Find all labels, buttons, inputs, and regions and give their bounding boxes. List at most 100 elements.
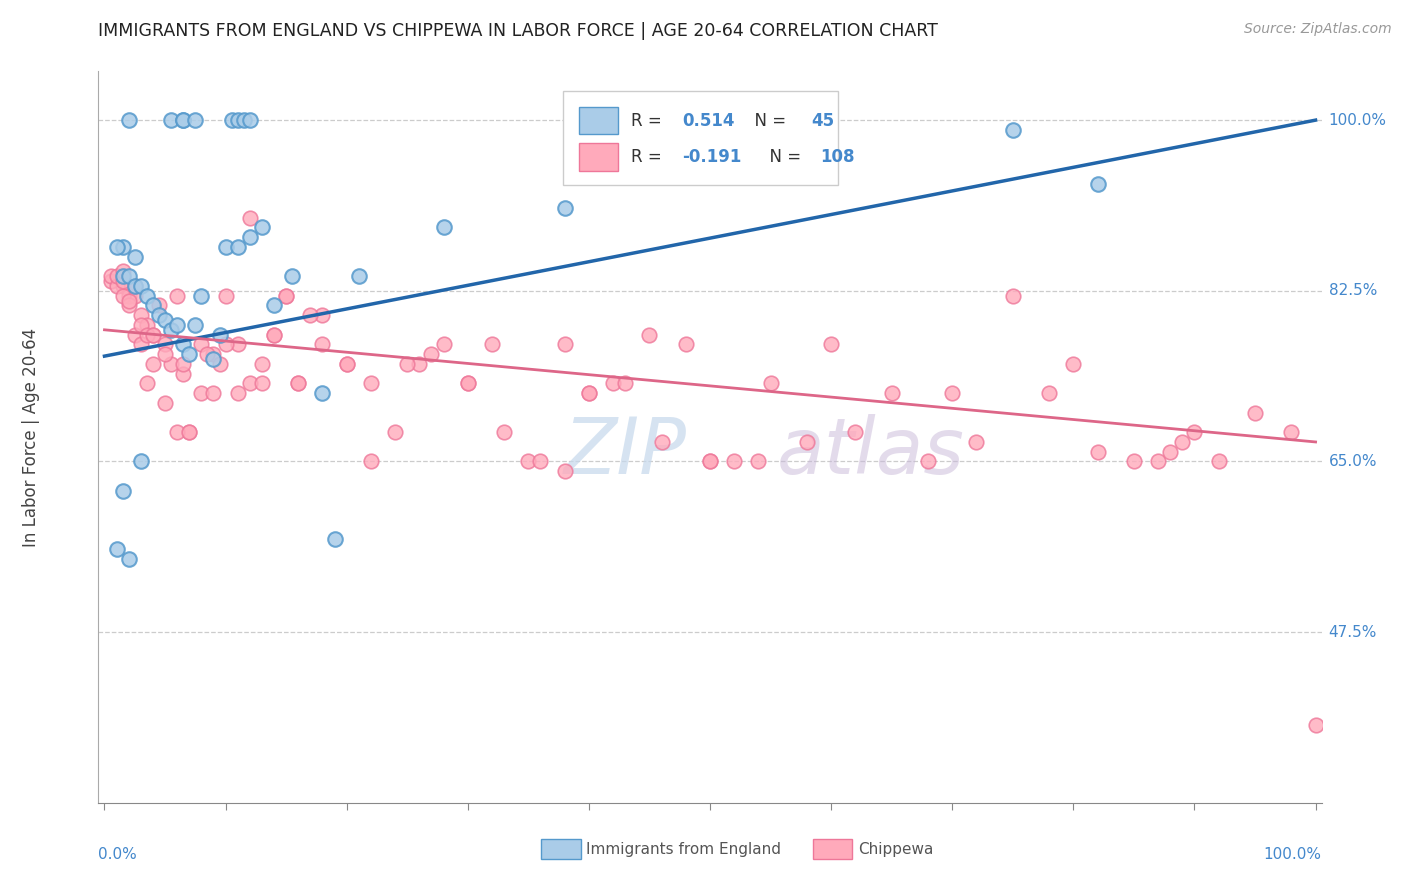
Point [1244,406,1267,420]
Point [221,113,243,128]
Point [250,357,273,371]
Point [554,337,576,351]
Point [420,347,443,361]
Point [384,425,406,440]
Point [142,298,165,312]
Point [118,293,141,308]
Point [966,434,988,449]
Point [129,318,152,332]
Text: -0.191: -0.191 [682,148,741,166]
Text: 82.5%: 82.5% [1329,284,1376,298]
Point [160,113,183,128]
Bar [579,107,619,135]
Point [844,425,866,440]
Point [276,288,298,302]
Point [1087,444,1109,458]
Point [179,425,201,440]
Point [118,288,141,302]
Point [239,211,262,225]
Point [105,542,128,557]
Point [129,454,152,468]
Point [135,288,157,302]
Point [118,298,141,312]
Point [135,318,157,332]
Text: R =: R = [630,112,666,129]
Point [311,337,333,351]
Point [105,279,128,293]
Point [111,288,134,302]
Point [179,347,201,361]
Point [142,357,165,371]
Point [190,337,212,351]
Point [1208,454,1230,468]
Point [723,454,745,468]
Point [699,454,721,468]
Point [651,434,673,449]
Point [432,220,454,235]
Point [263,298,285,312]
Point [135,376,157,391]
Point [172,113,194,128]
Bar [579,143,619,170]
Point [675,337,697,351]
Point [554,464,576,478]
Point [494,425,516,440]
Point [166,318,188,332]
Text: 100.0%: 100.0% [1329,112,1386,128]
Point [148,308,170,322]
Point [880,386,903,401]
Point [276,288,298,302]
Point [336,357,359,371]
Point [360,454,382,468]
Point [311,308,333,322]
Point [179,425,201,440]
Point [281,269,304,284]
Point [1001,123,1024,137]
Point [214,337,236,351]
Point [100,274,122,288]
Point [111,279,134,293]
Point [1305,718,1327,732]
Point [250,220,273,235]
Point [554,201,576,215]
Text: N =: N = [759,148,806,166]
Point [699,454,721,468]
Point [135,327,157,342]
Text: IMMIGRANTS FROM ENGLAND VS CHIPPEWA IN LABOR FORCE | AGE 20-64 CORRELATION CHART: IMMIGRANTS FROM ENGLAND VS CHIPPEWA IN L… [98,22,938,40]
Text: 65.0%: 65.0% [1329,454,1376,469]
Point [172,357,194,371]
Text: atlas: atlas [778,414,965,490]
Point [118,269,141,284]
Point [226,386,249,401]
Point [111,274,134,288]
Text: 100.0%: 100.0% [1264,847,1322,862]
Point [190,288,212,302]
Point [111,269,134,284]
Point [129,279,152,293]
Point [1279,425,1302,440]
Text: Immigrants from England: Immigrants from England [586,842,782,856]
Point [517,454,540,468]
Point [105,269,128,284]
Point [166,288,188,302]
Text: 108: 108 [820,148,855,166]
Point [214,288,236,302]
Point [1159,444,1181,458]
Point [148,298,170,312]
Point [638,327,661,342]
Point [250,376,273,391]
Point [202,386,225,401]
Point [124,250,146,264]
Point [153,396,176,410]
Point [311,386,333,401]
Point [239,113,262,128]
Point [602,376,624,391]
Point [226,337,249,351]
Point [796,434,818,449]
Point [160,323,183,337]
Point [226,240,249,254]
Point [1038,386,1060,401]
Point [118,552,141,566]
Point [172,113,194,128]
Point [153,313,176,327]
